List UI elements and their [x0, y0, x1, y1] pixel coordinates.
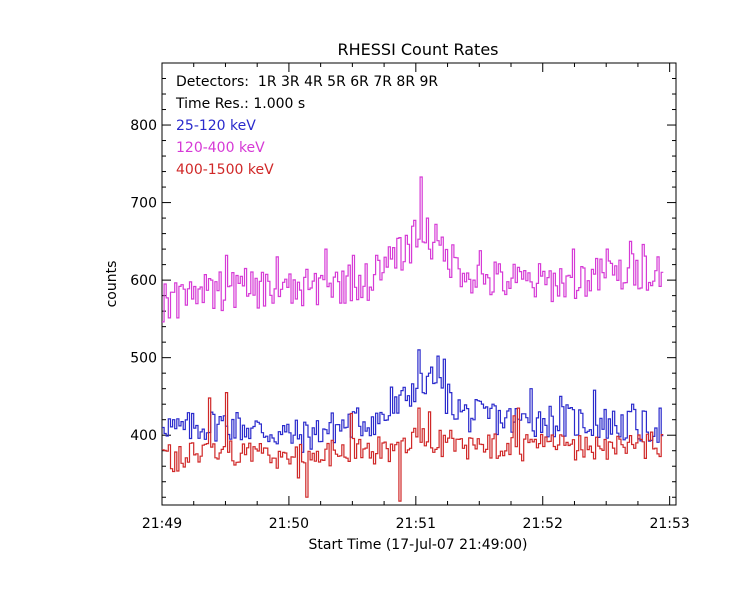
y-tick-label: 500: [130, 351, 157, 367]
series-line-1: [162, 349, 664, 453]
y-tick-label: 700: [130, 196, 157, 212]
x-tick-label: 21:49: [142, 516, 182, 532]
chart-title: RHESSI Count Rates: [338, 40, 499, 59]
legend: Detectors: 1R 3R 4R 5R 6R 7R 8R 9R Time …: [175, 74, 438, 178]
y-axis-ticks: 400 500 600 700 800: [130, 78, 676, 498]
legend-series-3: 400-1500 keV: [176, 162, 274, 178]
legend-series-1: 25-120 keV: [176, 118, 256, 134]
x-tick-label: 21:53: [649, 516, 689, 532]
plot-area: 21:49 21:50 21:51 21:52 21:53 400 500 600 700 80…: [130, 62, 690, 532]
y-tick-label: 800: [130, 118, 157, 134]
x-tick-label: 21:52: [523, 516, 563, 532]
x-axis-ticks: 21:49 21:50 21:51 21:52 21:53: [142, 63, 690, 532]
x-tick-label: 21:51: [396, 516, 436, 532]
x-tick-label: 21:50: [269, 516, 309, 532]
detectors-annotation: Detectors: 1R 3R 4R 5R 6R 7R 8R 9R: [176, 74, 438, 90]
y-axis-label: counts: [104, 261, 120, 308]
y-tick-label: 600: [130, 273, 157, 289]
y-tick-label: 400: [130, 428, 157, 444]
series-group: [162, 176, 664, 502]
plot-frame: [161, 62, 677, 506]
series-line-3: [162, 392, 664, 502]
series-line-2: [162, 176, 664, 323]
time-res-annotation: Time Res.: 1.000 s: [175, 96, 305, 112]
legend-series-2: 120-400 keV: [176, 140, 265, 156]
x-axis-label: Start Time (17-Jul-07 21:49:00): [308, 537, 527, 553]
